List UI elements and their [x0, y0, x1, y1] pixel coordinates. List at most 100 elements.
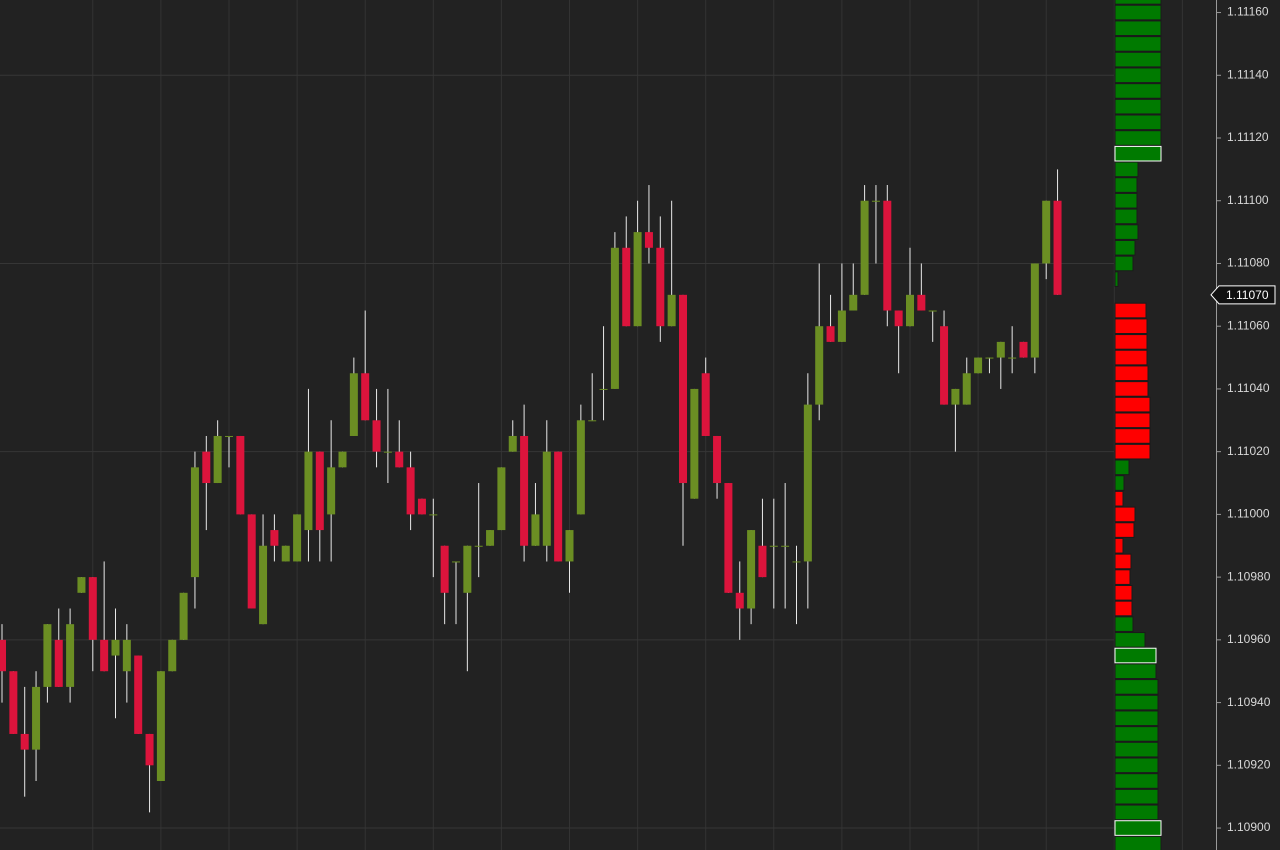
candle-body — [679, 294, 687, 484]
time-grid — [92, 0, 1183, 850]
volume-profile-bar — [1114, 820, 1162, 836]
candle-body — [395, 451, 404, 468]
volume-profile-bar — [1114, 475, 1125, 491]
y-tick-label: 1.11060 — [1227, 318, 1270, 332]
candle-body — [225, 435, 233, 437]
y-tick-label: 1.11080 — [1227, 256, 1270, 270]
y-tick-label: 1.11100 — [1227, 193, 1269, 207]
volume-profile-bar — [1114, 835, 1162, 850]
volume-profile-bar — [1114, 506, 1136, 523]
candle-body — [781, 545, 790, 547]
volume-profile-bar — [1114, 255, 1134, 272]
candle-body — [871, 200, 880, 202]
candle-body — [156, 671, 165, 781]
candle-body — [281, 545, 290, 562]
y-tick-label: 1.10900 — [1227, 820, 1271, 834]
volume-profile-bar — [1114, 349, 1148, 366]
candle-body — [860, 200, 869, 295]
candle-body — [338, 451, 347, 468]
candle-body — [1019, 341, 1028, 358]
candle-body — [667, 294, 676, 327]
volume-profile-bar — [1114, 0, 1162, 5]
candle-body — [259, 545, 268, 625]
volume-profile-bar — [1114, 679, 1159, 695]
candle-body — [610, 247, 619, 389]
candle-body — [928, 310, 937, 312]
candle-body — [701, 373, 710, 436]
candle-body — [826, 326, 835, 342]
candle-body — [974, 357, 983, 374]
volume-profile-bar — [1114, 537, 1124, 554]
volume-profile-bar — [1114, 522, 1135, 538]
y-tick-label: 1.11040 — [1227, 381, 1270, 395]
last-price-label: 1.11070 — [1226, 288, 1269, 302]
volume-profile-bar — [1114, 757, 1159, 774]
candle-body — [1053, 200, 1062, 295]
candle-body — [293, 514, 302, 562]
candle-body — [43, 624, 52, 687]
candle-body — [9, 671, 18, 734]
y-tick-label: 1.10940 — [1227, 695, 1271, 709]
candle-body — [815, 326, 824, 405]
candle-body — [837, 310, 846, 342]
candle-body — [0, 639, 6, 672]
candle-body — [236, 435, 245, 515]
candle-body — [54, 639, 63, 687]
volume-profile-bar — [1114, 788, 1159, 805]
candle-body — [20, 733, 29, 750]
candle-body — [304, 451, 313, 531]
candle-body — [849, 294, 858, 311]
candle-body — [940, 326, 949, 405]
candle-body — [134, 655, 143, 734]
candle-body — [327, 467, 336, 515]
volume-profile-bar — [1114, 443, 1151, 460]
volume-profile-bar — [1114, 145, 1162, 162]
volume-profile-bar — [1114, 177, 1138, 193]
volume-profile-bar — [1114, 663, 1157, 680]
volume-profile-bar — [1114, 98, 1162, 115]
volume-profile-bar — [1114, 585, 1133, 601]
volume-profile-bar — [1114, 632, 1146, 648]
candle-body — [88, 577, 97, 640]
candle-body — [633, 232, 642, 327]
candle-body — [542, 451, 551, 546]
candle-body — [985, 357, 994, 359]
candle-body — [883, 200, 892, 311]
candle-body — [452, 561, 460, 563]
volume-profile-bar — [1114, 36, 1162, 52]
volume-profile-bar — [1114, 616, 1134, 632]
volume-profile-bar — [1114, 114, 1162, 131]
y-tick-label: 1.11000 — [1227, 507, 1270, 521]
volume-profile-bar — [1114, 569, 1131, 585]
volume-profile-bar — [1114, 192, 1138, 209]
candle-body — [576, 420, 585, 515]
candle-body — [497, 467, 506, 531]
candle-body — [758, 545, 767, 578]
volume-profile-bar — [1114, 4, 1162, 21]
candle-body — [190, 467, 199, 578]
y-tick-label: 1.11160 — [1227, 5, 1269, 19]
volume-profile-bar — [1114, 51, 1162, 68]
volume-profile-bar — [1114, 804, 1159, 821]
volume-profile-bar — [1114, 208, 1138, 225]
volume-profile-bar — [1114, 161, 1139, 178]
candle-body — [77, 577, 86, 593]
volume-profile-bar — [1114, 459, 1130, 476]
candle-body — [713, 435, 722, 484]
candle-body — [111, 639, 120, 656]
candle-body — [724, 483, 733, 593]
volume-profile-bar — [1114, 365, 1149, 382]
candle-body — [962, 373, 971, 405]
candle-body — [906, 294, 914, 327]
candle-body — [996, 341, 1005, 358]
candle-body — [803, 404, 812, 562]
candle-body — [951, 388, 960, 405]
volume-profile-bar — [1114, 773, 1159, 789]
candle-body — [440, 545, 449, 593]
candle-body — [32, 686, 41, 750]
volume-profile-bar — [1114, 741, 1159, 758]
candle-body — [247, 514, 256, 609]
candle-body — [644, 232, 653, 248]
